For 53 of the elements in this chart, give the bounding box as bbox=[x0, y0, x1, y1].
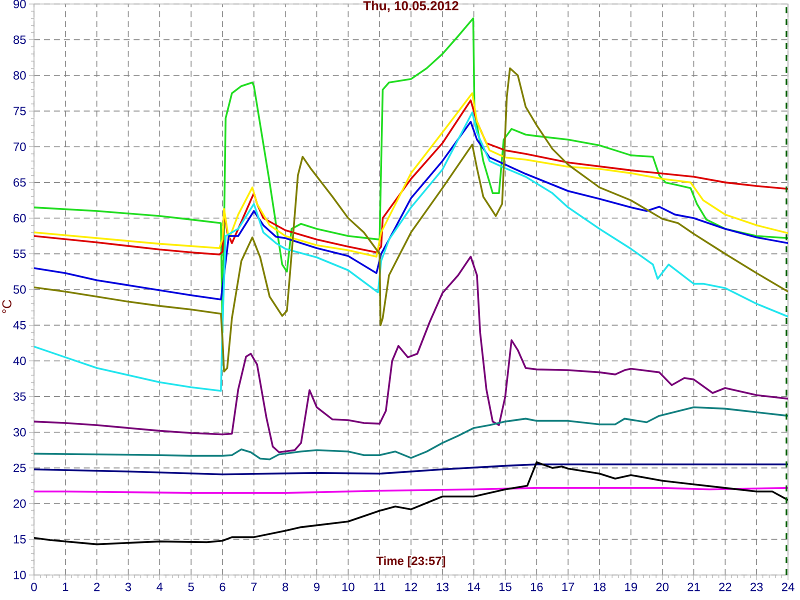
x-tick-label: 23 bbox=[750, 582, 763, 592]
x-tick-label: 16 bbox=[530, 582, 543, 592]
x-tick-label: 14 bbox=[468, 582, 480, 591]
x-tick-label: 19 bbox=[625, 582, 638, 592]
line-series bbox=[34, 461, 788, 546]
line-series bbox=[34, 406, 788, 460]
x-tick-label: 18 bbox=[594, 582, 606, 592]
x-tick-label: 7 bbox=[251, 582, 257, 591]
x-tick-label: 2 bbox=[94, 582, 100, 592]
line-series bbox=[34, 112, 788, 392]
line-series bbox=[34, 256, 788, 454]
y-tick-label: 30 bbox=[13, 428, 26, 436]
y-tick-label: 75 bbox=[14, 106, 26, 116]
y-tick-label: 40 bbox=[13, 356, 26, 366]
x-tick-label: 4 bbox=[156, 582, 163, 591]
x-tick-label: 13 bbox=[436, 582, 449, 592]
line-series bbox=[34, 463, 788, 476]
x-axis-title: Time [23:57] bbox=[376, 556, 446, 568]
x-tick-label: 6 bbox=[220, 582, 226, 592]
x-tick-label: 3 bbox=[125, 582, 132, 592]
y-tick-label: 20 bbox=[14, 499, 26, 508]
y-tick-label: 35 bbox=[13, 392, 26, 401]
x-tick-label: 1 bbox=[63, 582, 68, 591]
x-tick-label: 21 bbox=[688, 582, 700, 592]
y-tick-label: 55 bbox=[13, 250, 26, 258]
y-tick-label: 10 bbox=[14, 570, 26, 580]
x-tick-label: 17 bbox=[562, 582, 574, 591]
x-tick-label: 5 bbox=[188, 582, 194, 592]
x-tick-label: 0 bbox=[31, 582, 37, 592]
x-tick-label: 12 bbox=[405, 582, 418, 592]
x-tick-label: 24 bbox=[782, 582, 794, 592]
x-tick-label: 22 bbox=[719, 582, 732, 592]
line-series bbox=[34, 120, 788, 300]
x-tick-label: 11 bbox=[374, 582, 386, 591]
y-tick-label: 70 bbox=[14, 142, 26, 151]
line-series bbox=[34, 67, 788, 372]
y-tick-label: 80 bbox=[14, 71, 26, 80]
line-series bbox=[34, 17, 788, 334]
x-tick-label: 9 bbox=[314, 582, 320, 592]
x-tick-label: 15 bbox=[500, 582, 512, 592]
y-tick-label: 60 bbox=[14, 214, 26, 222]
chart-title: Thu, 10.05.2012 bbox=[363, 0, 458, 12]
x-tick-label: 10 bbox=[342, 582, 354, 592]
y-tick-label: 15 bbox=[14, 535, 26, 544]
y-tick-label: 85 bbox=[14, 35, 26, 44]
y-axis-title: °C bbox=[2, 300, 12, 314]
y-tick-label: 45 bbox=[13, 321, 26, 330]
x-tick-label: 20 bbox=[656, 582, 669, 592]
y-tick-label: 25 bbox=[14, 464, 26, 472]
y-tick-label: 50 bbox=[13, 285, 26, 294]
y-tick-label: 65 bbox=[14, 178, 26, 187]
x-tick-label: 8 bbox=[282, 582, 288, 592]
y-tick-label: 90 bbox=[14, 0, 26, 8]
